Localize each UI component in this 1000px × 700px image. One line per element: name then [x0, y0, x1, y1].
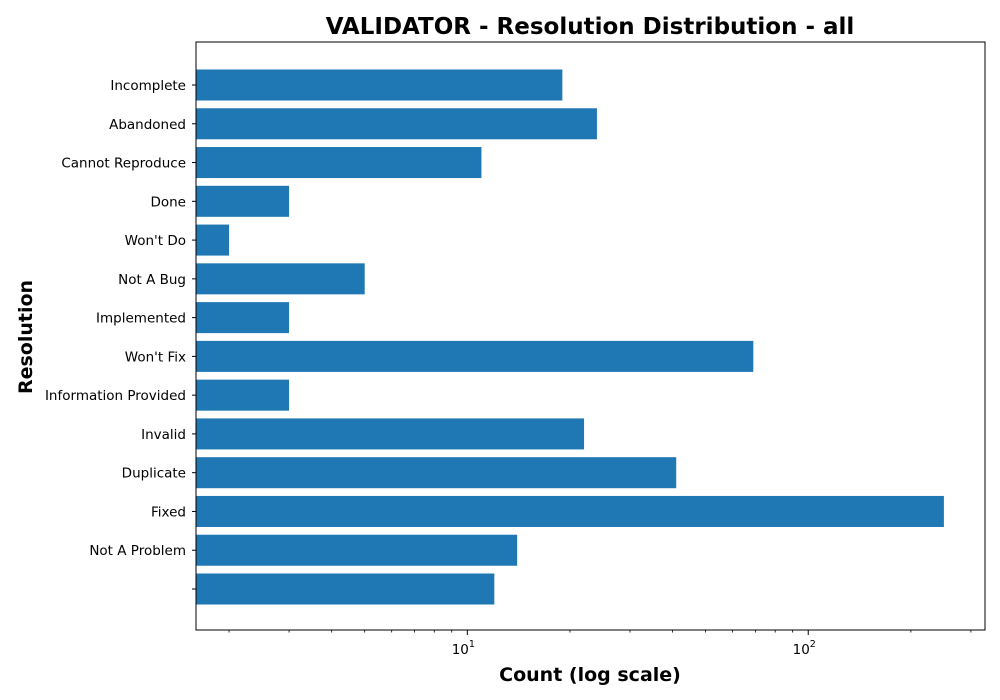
x-axis-ticks: 101 102 — [228, 630, 972, 658]
bar-invalid — [196, 418, 585, 450]
bars-layer — [196, 69, 944, 605]
y-tick-label-implemented: Implemented — [96, 311, 186, 327]
y-axis-ticks: Not A Problem Fixed Duplicate Invalid Inform… — [45, 78, 196, 590]
x-axis-label: Count (log scale) — [499, 664, 681, 686]
y-tick-label-cannot-reproduce: Cannot Reproduce — [61, 156, 186, 172]
bar-won-t-do — [196, 224, 230, 256]
y-axis-label: Resolution — [15, 280, 37, 394]
y-tick-label-information-provided: Information Provided — [45, 388, 186, 404]
y-tick-label-abandoned: Abandoned — [109, 117, 186, 133]
bar-not-a-bug — [196, 263, 365, 295]
bar-incomplete — [196, 69, 563, 101]
y-tick-label-not-a-problem: Not A Problem — [89, 543, 186, 559]
bar-information-provided — [196, 379, 290, 411]
bar-blank — [196, 573, 495, 605]
x-tick-label-0: 101 — [452, 639, 475, 658]
bar-not-a-problem — [196, 534, 518, 566]
bar-cannot-reproduce — [196, 147, 482, 179]
y-tick-label-duplicate: Duplicate — [122, 466, 186, 482]
plot-frame — [195, 41, 986, 631]
bar-abandoned — [196, 108, 597, 140]
y-tick-label-won-t-do: Won't Do — [125, 233, 186, 249]
bar-fixed — [196, 495, 944, 527]
bar-duplicate — [196, 457, 677, 489]
bar-done — [196, 185, 290, 217]
chart-title: VALIDATOR - Resolution Distribution - al… — [326, 14, 855, 40]
bar-implemented — [196, 302, 290, 334]
x-tick-label-1: 102 — [793, 639, 816, 658]
bar-won-t-fix — [196, 340, 754, 372]
y-tick-label-done: Done — [150, 194, 186, 210]
y-tick-label-invalid: Invalid — [141, 427, 186, 443]
y-tick-label-not-a-bug: Not A Bug — [118, 272, 186, 288]
y-tick-label-won-t-fix: Won't Fix — [125, 349, 186, 365]
y-tick-label-fixed: Fixed — [151, 504, 186, 520]
y-tick-label-incomplete: Incomplete — [110, 78, 186, 94]
